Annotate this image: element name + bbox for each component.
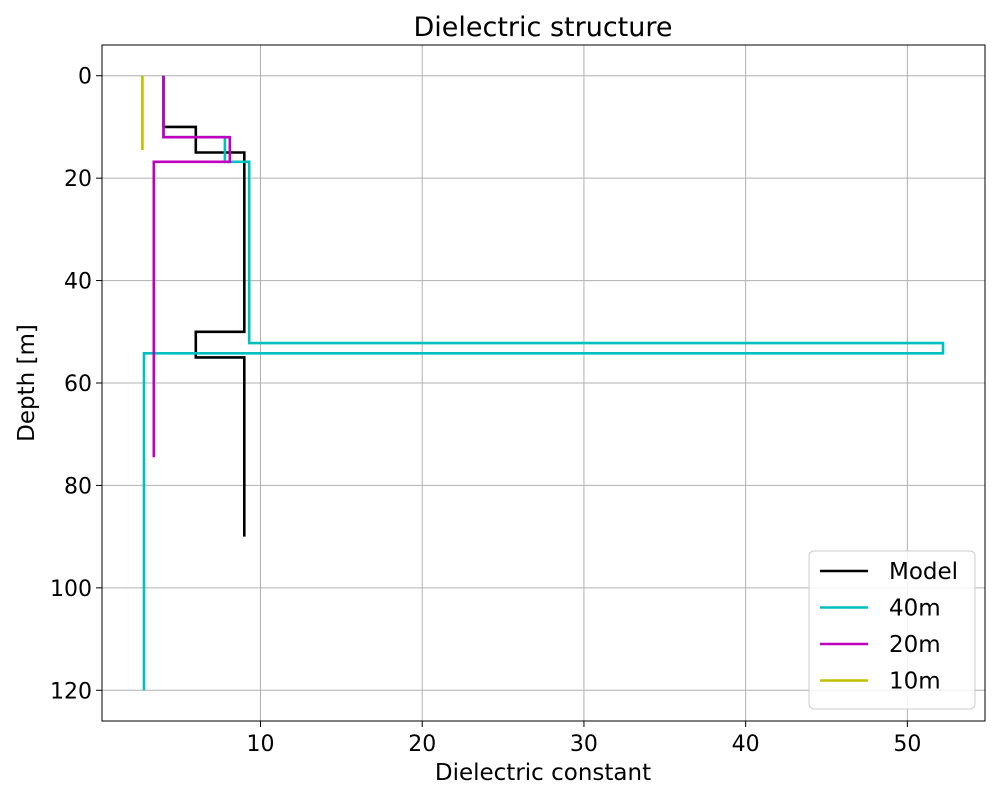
x-tick-label: 40 <box>732 732 760 757</box>
plot-frame <box>101 44 986 722</box>
y-tick-label: 20 <box>64 167 92 192</box>
x-tick-label: 50 <box>893 732 921 757</box>
y-tick-label: 40 <box>64 270 92 295</box>
series-line-model <box>162 75 246 537</box>
y-axis-label: Depth [m] <box>14 324 40 442</box>
x-tick-label: 10 <box>246 732 274 757</box>
y-tick-label: 60 <box>64 372 92 397</box>
chart-title: Dielectric structure <box>413 12 672 43</box>
legend-box <box>808 550 976 710</box>
y-tick-label: 100 <box>50 577 92 602</box>
y-tick-label: 0 <box>78 65 92 90</box>
x-tick-label: 30 <box>570 732 598 757</box>
series-lines <box>141 75 945 691</box>
axis-ticks: 10 20 30 40 50 0 20 40 60 80 100 120 <box>50 65 921 757</box>
x-tick-label: 20 <box>408 732 436 757</box>
y-tick-label: 80 <box>64 474 92 499</box>
legend-label-10m: 10m <box>889 669 941 695</box>
legend: Model 40m 20m 10m <box>808 550 976 710</box>
y-tick-label: 120 <box>50 679 92 704</box>
legend-label-20m: 20m <box>889 632 941 658</box>
series-line-20m <box>152 75 232 458</box>
x-axis-label: Dielectric constant <box>435 760 651 786</box>
legend-label-model: Model <box>889 559 958 585</box>
legend-label-40m: 40m <box>889 596 941 622</box>
